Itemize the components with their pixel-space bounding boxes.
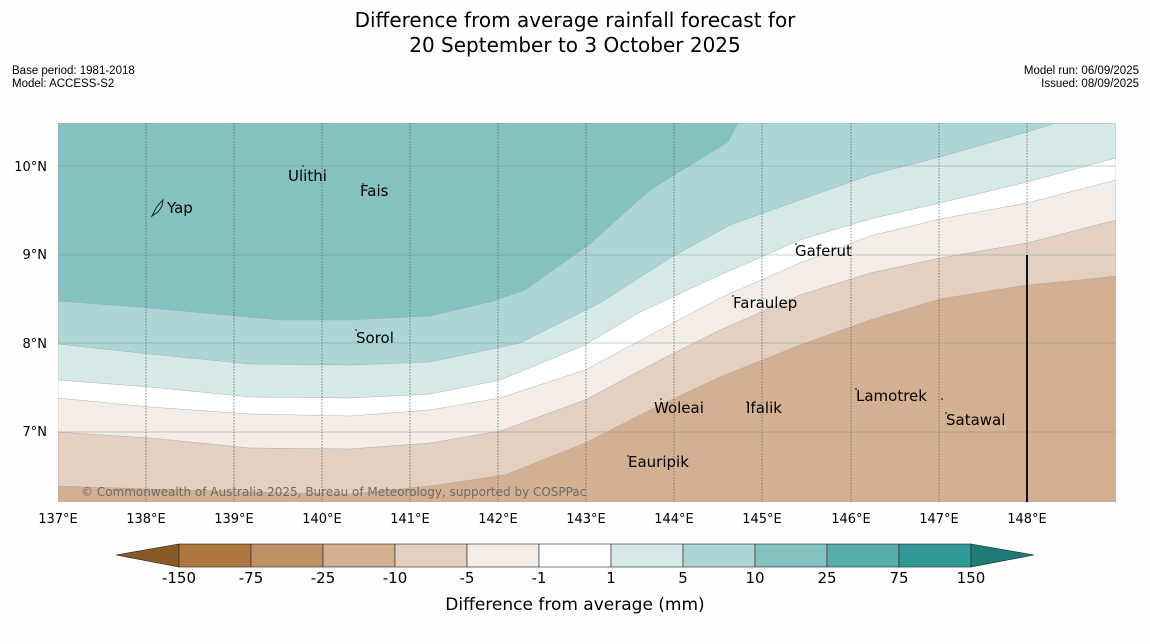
colorbar-tick: 10 <box>745 569 764 587</box>
meta-left: Base period: 1981-2018 Model: ACCESS-S2 <box>12 65 135 91</box>
colorbar <box>115 543 1035 568</box>
colorbar-segment <box>682 543 756 568</box>
lon-gridlines <box>145 123 1028 502</box>
base-period: Base period: 1981-2018 <box>12 65 135 77</box>
lon-label-143e: 143°E <box>566 512 606 527</box>
colorbar-segment <box>178 543 252 568</box>
colorbar-extend-low <box>115 543 180 568</box>
meta-right: Model run: 06/09/2025 Issued: 08/09/2025 <box>1024 65 1139 91</box>
lon-label-138e: 138°E <box>126 512 166 527</box>
lon-label-144e: 144°E <box>654 512 694 527</box>
colorbar-segment <box>754 543 828 568</box>
colorbar-tick: 75 <box>889 569 908 587</box>
lon-label-148e: 148°E <box>1007 512 1047 527</box>
place-label-ifalik: Ifalik <box>746 399 782 417</box>
colorbar-tick: -1 <box>532 569 547 587</box>
colorbar-segment <box>394 543 468 568</box>
island-markers <box>302 165 947 457</box>
place-label-ulithi: Ulithi <box>288 167 327 185</box>
place-label-fais: Fais <box>360 182 389 200</box>
band-pos10-pos25 <box>58 123 739 321</box>
colorbar-tick: -75 <box>239 569 264 587</box>
lat-gridlines <box>58 165 1116 433</box>
colorbar-tick: 5 <box>678 569 688 587</box>
place-label-woleai: Woleai <box>654 399 704 417</box>
place-label-yap: Yap <box>166 199 193 217</box>
yap-island-outline <box>150 198 164 218</box>
title-line-2: 20 September to 3 October 2025 <box>409 33 741 57</box>
lon-label-140e: 140°E <box>302 512 342 527</box>
lat-label-10n: 10°N <box>14 160 47 175</box>
lon-label-145e: 145°E <box>742 512 782 527</box>
colorbar-segment <box>898 543 972 568</box>
colorbar-segment <box>322 543 396 568</box>
model-name: Model: ACCESS-S2 <box>12 78 115 90</box>
title-line-1: Difference from average rainfall forecas… <box>354 8 796 32</box>
lon-axis-labels: 137°E 138°E 139°E 140°E 141°E 142°E 143°… <box>38 512 1047 527</box>
colorbar-segment <box>466 543 540 568</box>
lat-label-7n: 7°N <box>23 425 48 440</box>
place-label-satawal: Satawal <box>946 411 1005 429</box>
colorbar-tick: 25 <box>817 569 836 587</box>
colorbar-segment <box>250 543 324 568</box>
colorbar-tick: -5 <box>460 569 475 587</box>
colorbar-tick: 150 <box>957 569 986 587</box>
colorbar-ticks: -150 -75 -25 -10 -5 -1 1 5 10 25 75 150 <box>162 569 985 587</box>
issued-date: Issued: 08/09/2025 <box>1041 78 1139 90</box>
lon-label-146e: 146°E <box>831 512 871 527</box>
place-label-gaferut: Gaferut <box>795 242 852 260</box>
lon-label-137e: 137°E <box>38 512 78 527</box>
colorbar-segment <box>610 543 684 568</box>
lat-label-8n: 8°N <box>23 337 48 352</box>
colorbar-extend-high <box>970 543 1035 568</box>
place-labels: Yap Ulithi Fais Gaferut Faraulep Sorol W… <box>166 165 1005 471</box>
lat-axis-labels: 10°N 9°N 8°N 7°N <box>14 160 47 440</box>
lon-label-141e: 141°E <box>390 512 430 527</box>
place-label-eauripik: Eauripik <box>628 453 689 471</box>
place-label-faraulep: Faraulep <box>733 294 797 312</box>
colorbar-segment <box>826 543 900 568</box>
copyright-notice: © Commonwealth of Australia 2025, Bureau… <box>81 485 586 499</box>
lon-label-142e: 142°E <box>478 512 518 527</box>
colorbar-title: Difference from average (mm) <box>445 595 704 615</box>
colorbar-tick: 1 <box>606 569 616 587</box>
colorbar-segment <box>538 543 612 568</box>
colorbar-tick: -10 <box>383 569 408 587</box>
place-label-lamotrek: Lamotrek <box>856 387 927 405</box>
colorbar-tick: -25 <box>311 569 336 587</box>
map-title: Difference from average rainfall forecas… <box>0 8 1150 58</box>
place-label-sorol: Sorol <box>356 329 394 347</box>
lon-label-147e: 147°E <box>919 512 959 527</box>
lat-label-9n: 9°N <box>23 248 48 263</box>
colorbar-tick: -150 <box>162 569 196 587</box>
rainfall-map <box>58 123 1116 502</box>
lon-label-139e: 139°E <box>214 512 254 527</box>
model-run: Model run: 06/09/2025 <box>1023 65 1139 77</box>
